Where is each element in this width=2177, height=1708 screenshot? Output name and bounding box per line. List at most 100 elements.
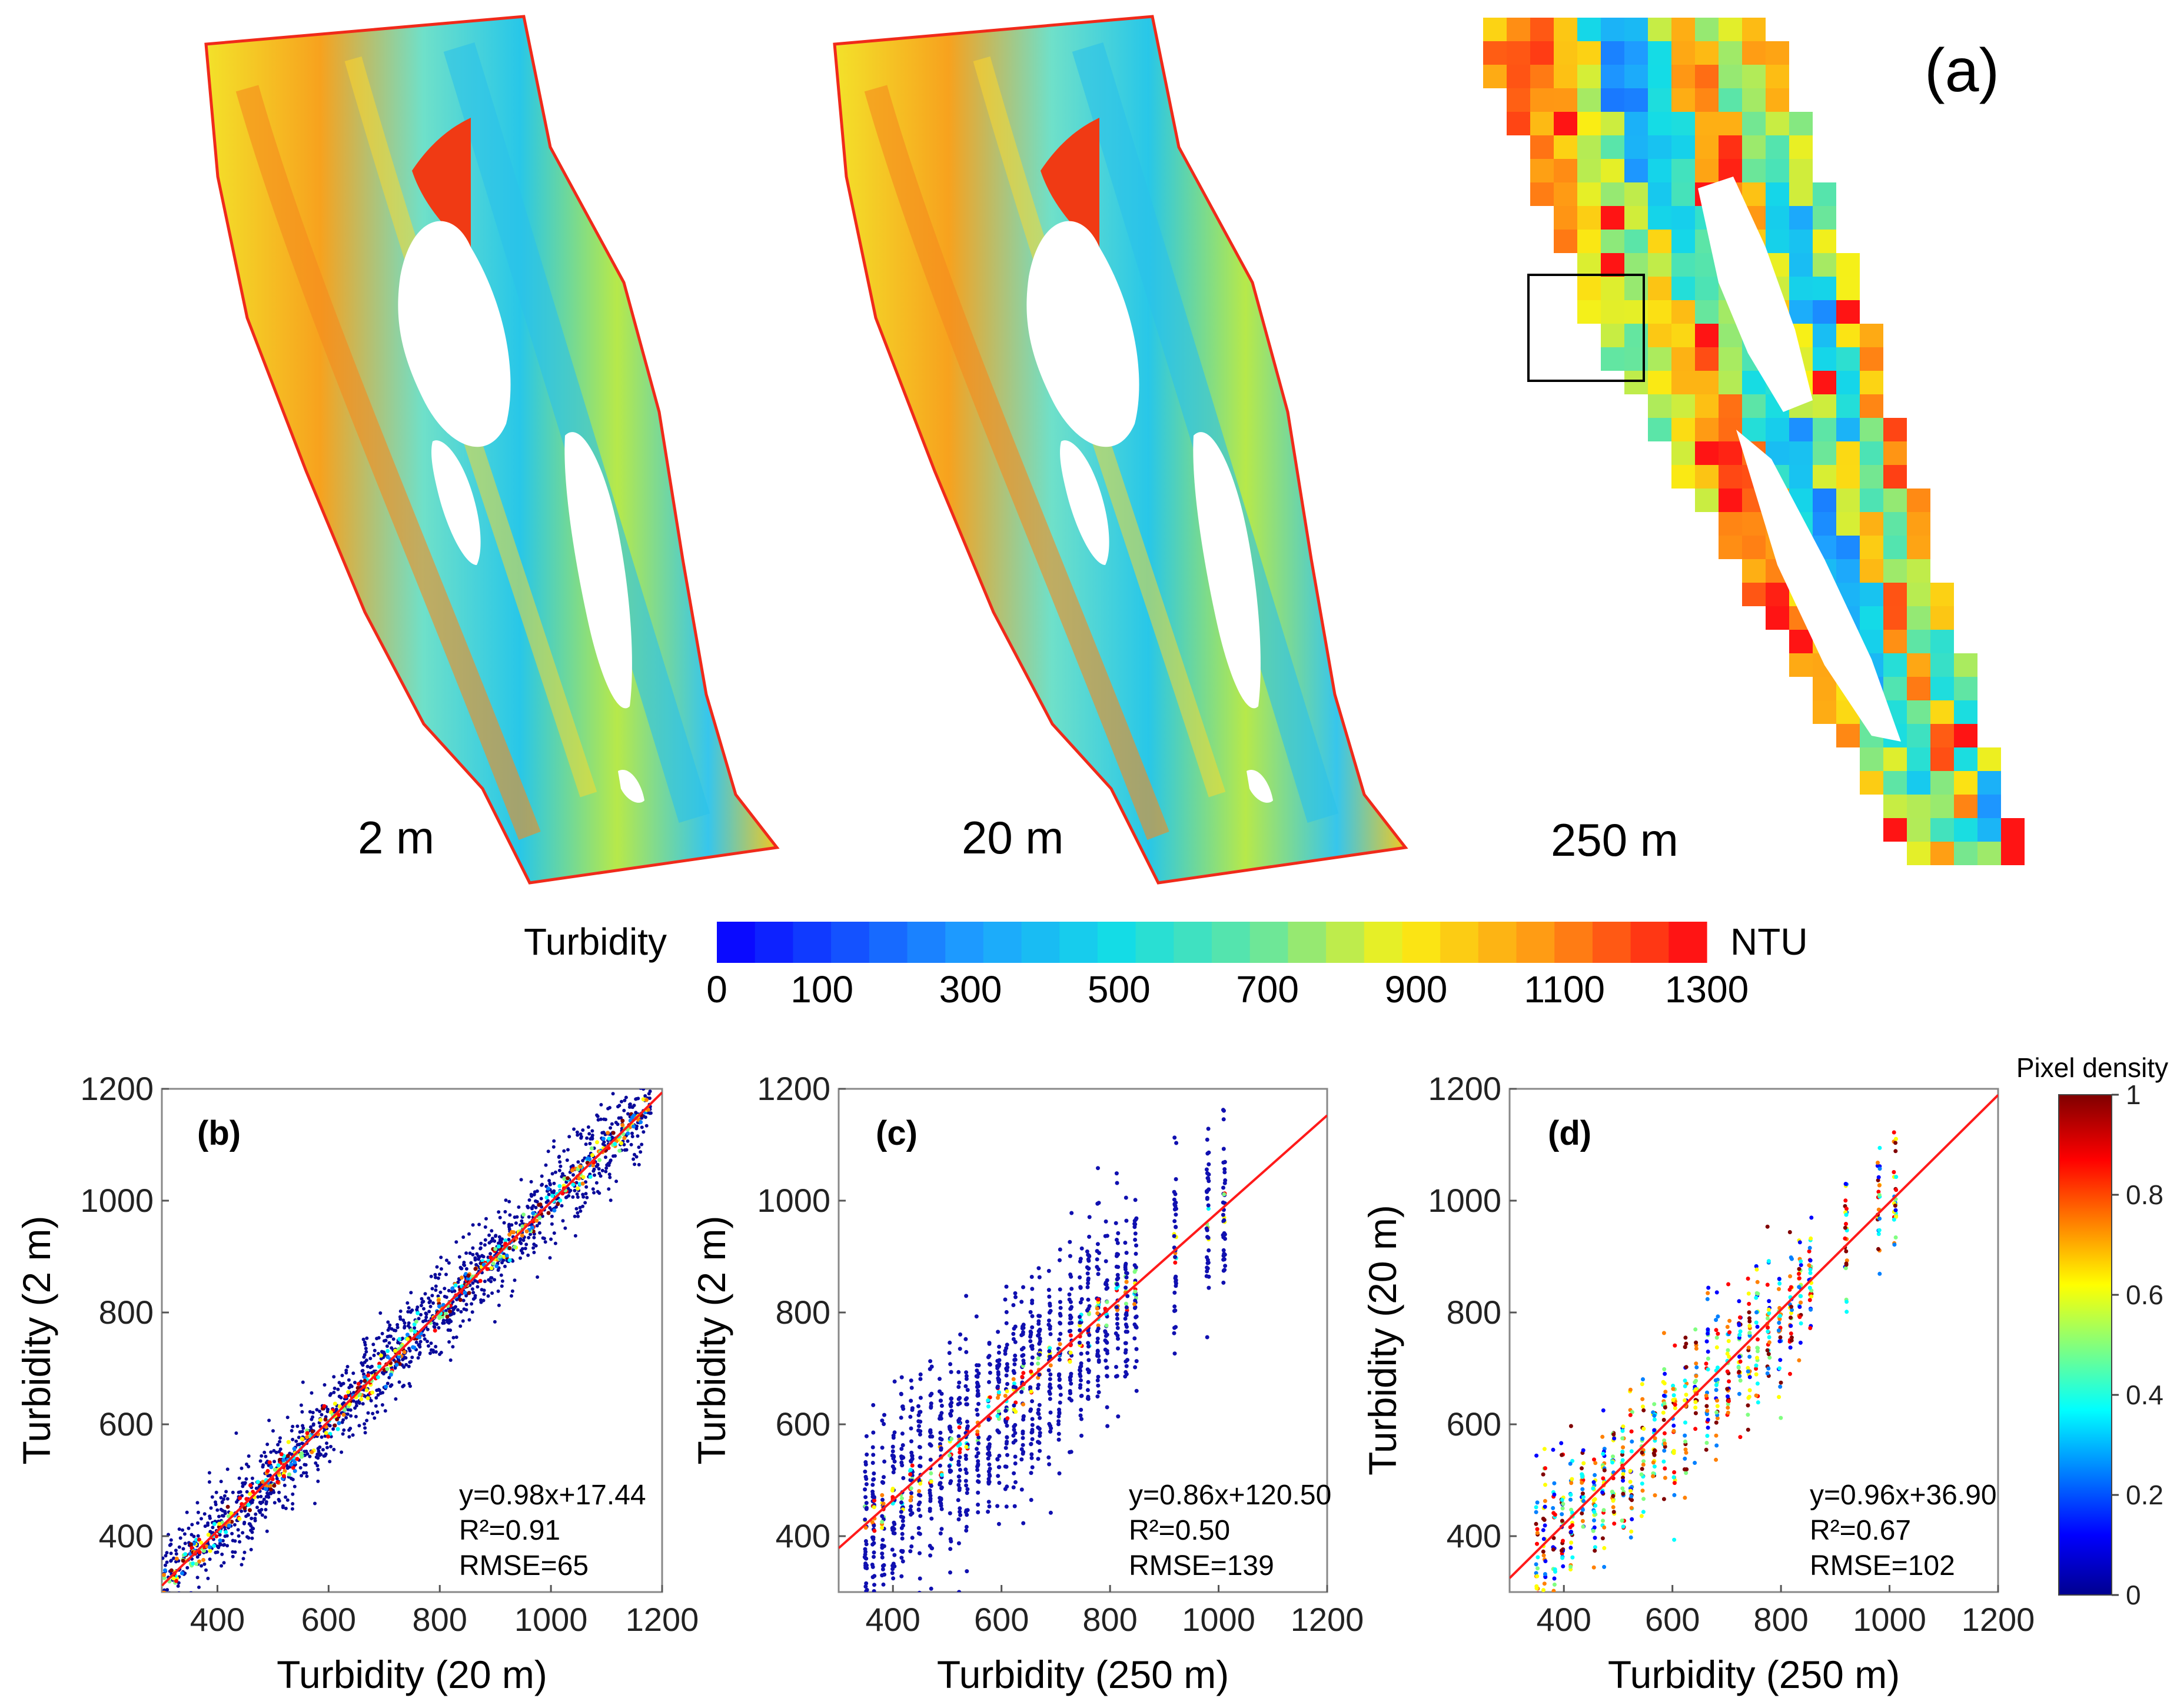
colorbar-tick-label: 0 bbox=[706, 968, 727, 1011]
scatter-point bbox=[1778, 1358, 1783, 1363]
scatter-point bbox=[507, 1246, 512, 1251]
scatter-point bbox=[1766, 1352, 1771, 1357]
scatter-point bbox=[1078, 1368, 1082, 1373]
map-pixel bbox=[1695, 418, 1719, 441]
scatter-point bbox=[400, 1337, 404, 1340]
map-pixel bbox=[1789, 630, 1813, 653]
scatter-point bbox=[1714, 1383, 1719, 1387]
scatter-point bbox=[462, 1261, 466, 1264]
scatter-point bbox=[417, 1335, 422, 1340]
scatter-point bbox=[554, 1170, 557, 1174]
scatter-point bbox=[1095, 1354, 1099, 1358]
scatter-point bbox=[214, 1550, 218, 1554]
scatter-point bbox=[182, 1532, 187, 1536]
scatter-point bbox=[320, 1413, 324, 1417]
scatter-point bbox=[604, 1118, 607, 1122]
scatter-point bbox=[1005, 1362, 1009, 1367]
map-pixel bbox=[1483, 41, 1507, 65]
scatter-point bbox=[1580, 1518, 1585, 1523]
scatter-point bbox=[204, 1568, 208, 1572]
scatter-point bbox=[1046, 1268, 1051, 1273]
scatter-point bbox=[890, 1571, 895, 1576]
scatter-point bbox=[1766, 1366, 1771, 1371]
scatter-point bbox=[1580, 1491, 1585, 1496]
scatter-point bbox=[613, 1142, 617, 1147]
scatter-point bbox=[301, 1471, 305, 1475]
map-pixel bbox=[1742, 159, 1766, 182]
scatter-point bbox=[939, 1437, 944, 1442]
scatter-point bbox=[385, 1367, 390, 1371]
scatter-point bbox=[1737, 1354, 1741, 1359]
scatter-point bbox=[419, 1312, 423, 1317]
scatter-point bbox=[1543, 1572, 1547, 1576]
scatter-point bbox=[442, 1321, 446, 1325]
scatter-point bbox=[377, 1361, 382, 1366]
scatter-point bbox=[1048, 1332, 1053, 1337]
scatter-point bbox=[929, 1516, 934, 1521]
scatter-point bbox=[310, 1391, 314, 1395]
scatter-point bbox=[208, 1549, 212, 1553]
scatter-point bbox=[1222, 1108, 1226, 1113]
scatter-point bbox=[366, 1411, 370, 1415]
scatter-point bbox=[634, 1097, 639, 1101]
scatter-point bbox=[1620, 1450, 1625, 1454]
colorbar-title: Turbidity bbox=[524, 921, 667, 963]
scatter-point bbox=[1542, 1581, 1547, 1586]
scatter-point bbox=[996, 1380, 1001, 1384]
scatter-point bbox=[909, 1426, 913, 1431]
map-pixel bbox=[1554, 159, 1577, 182]
scatter-point bbox=[435, 1265, 439, 1269]
map-pixel bbox=[1601, 206, 1624, 230]
scatter-point bbox=[1641, 1497, 1646, 1501]
scatter-point bbox=[617, 1104, 621, 1108]
scatter-point bbox=[1893, 1204, 1897, 1208]
scatter-point bbox=[207, 1480, 211, 1484]
scatter-point bbox=[301, 1426, 305, 1430]
map-pixel bbox=[1695, 159, 1719, 182]
scatter-point bbox=[604, 1155, 607, 1159]
map-pixel bbox=[1624, 112, 1648, 135]
map-pixel bbox=[1601, 253, 1624, 277]
scatter-point bbox=[1079, 1378, 1083, 1383]
scatter-point bbox=[1029, 1344, 1033, 1348]
scatter-point bbox=[1747, 1301, 1751, 1306]
r-squared: R²=0.67 bbox=[1810, 1515, 1911, 1546]
scatter-point bbox=[571, 1195, 575, 1199]
scatter-point bbox=[1612, 1436, 1617, 1441]
scatter-point bbox=[918, 1464, 922, 1468]
scatter-point bbox=[429, 1341, 433, 1345]
scatter-point bbox=[471, 1252, 475, 1257]
map-pixel bbox=[1695, 18, 1719, 41]
scatter-point bbox=[365, 1418, 369, 1423]
scatter-point bbox=[437, 1315, 442, 1320]
scatter-point bbox=[427, 1310, 431, 1314]
scatter-point bbox=[1894, 1137, 1898, 1141]
scatter-point bbox=[417, 1317, 421, 1321]
scatter-point bbox=[1684, 1393, 1689, 1397]
scatter-point bbox=[206, 1521, 210, 1525]
scatter-point bbox=[380, 1403, 384, 1407]
scatter-point bbox=[165, 1560, 169, 1564]
scatter-point bbox=[1535, 1566, 1540, 1571]
scatter-point bbox=[929, 1471, 933, 1476]
scatter-point bbox=[332, 1447, 336, 1451]
scatter-point bbox=[976, 1479, 980, 1484]
scatter-point bbox=[363, 1426, 367, 1430]
scatter-point bbox=[1726, 1394, 1730, 1399]
scatter-point bbox=[401, 1318, 406, 1322]
scatter-point bbox=[208, 1516, 212, 1520]
scatter-point bbox=[1003, 1408, 1008, 1413]
scatter-point bbox=[1671, 1398, 1676, 1403]
scatter-point bbox=[581, 1192, 585, 1197]
scatter-point bbox=[986, 1510, 991, 1514]
map-pixel bbox=[1719, 347, 1742, 371]
scatter-point bbox=[1103, 1282, 1108, 1287]
scatter-point bbox=[1048, 1308, 1053, 1313]
colorbar-bin bbox=[1669, 922, 1707, 963]
scatter-point bbox=[497, 1235, 501, 1239]
scatter-point bbox=[523, 1247, 527, 1251]
scatter-point bbox=[1222, 1251, 1227, 1256]
scatter-point bbox=[1747, 1388, 1752, 1393]
scatter-point bbox=[965, 1487, 970, 1491]
scatter-point bbox=[590, 1153, 594, 1158]
